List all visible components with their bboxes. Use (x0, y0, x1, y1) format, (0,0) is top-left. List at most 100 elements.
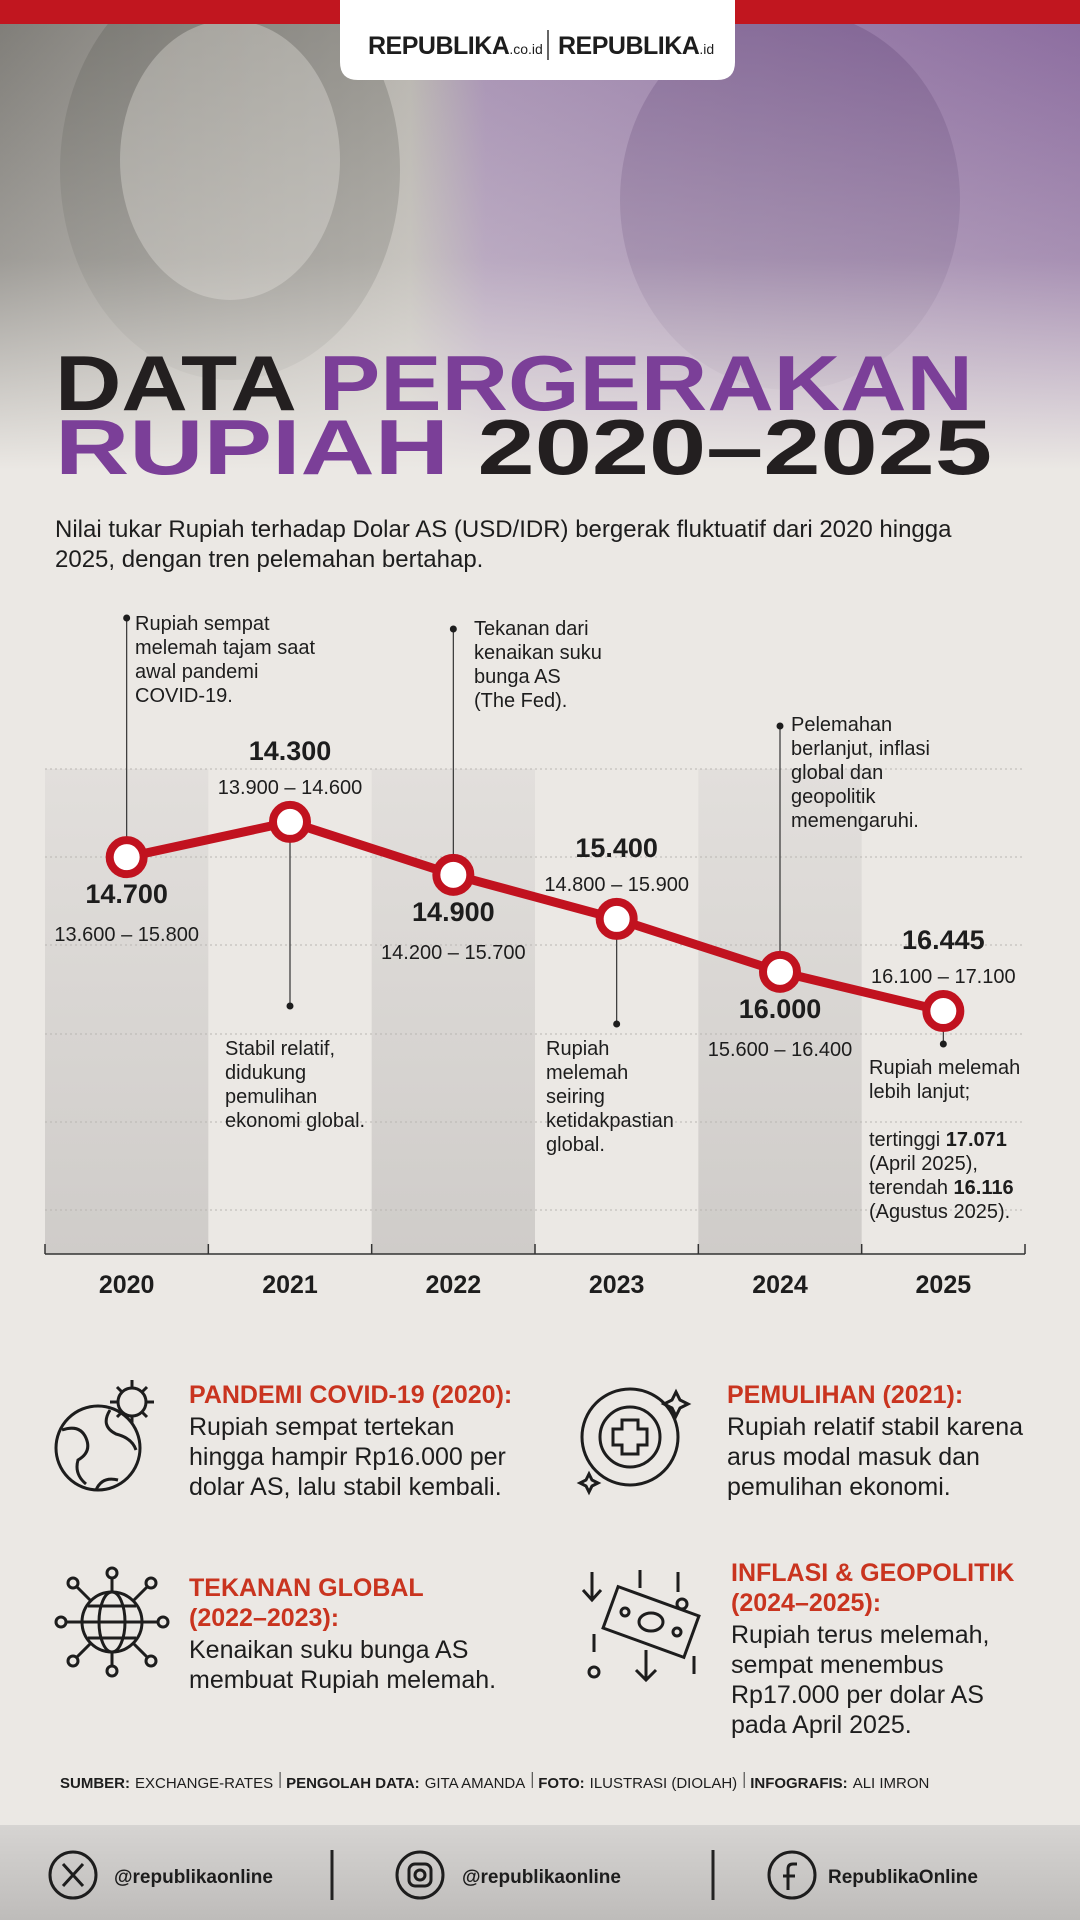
money-down-icon (581, 1570, 701, 1683)
footer-handle: @republikaonline (114, 1867, 273, 1888)
annotation: didukung (225, 1062, 306, 1084)
title-part: DATA (55, 339, 319, 427)
global-network-icon (54, 1566, 170, 1678)
source-label: FOTO: (538, 1775, 584, 1792)
annotation: memengaruhi. (791, 810, 919, 832)
range-label: 14.200 – 15.700 (381, 942, 526, 964)
highlight-text: pemulihan ekonomi. (727, 1473, 951, 1501)
note-part: (Agustus 2025). (869, 1201, 1010, 1223)
subtitle: Nilai tukar Rupiah terhadap Dolar AS (US… (55, 516, 952, 543)
annotation-note: (Agustus 2025). (869, 1201, 1010, 1223)
range-label: 16.100 – 17.100 (871, 966, 1016, 988)
facebook-icon (767, 1850, 817, 1900)
title-part: 2020–2025 (478, 403, 992, 491)
value-label: 16.000 (739, 994, 822, 1024)
highlight-text: arus modal masuk dan (727, 1443, 980, 1471)
highlight-title: PANDEMI COVID-19 (2020): (189, 1381, 512, 1409)
highlight-text: Rupiah terus melemah, (731, 1621, 989, 1649)
annotation: geopolitik (791, 786, 877, 808)
note-part: 16.116 (954, 1177, 1014, 1199)
value-label: 14.900 (412, 897, 495, 927)
annotation: kenaikan suku (474, 642, 602, 664)
point (105, 836, 148, 879)
x-tick-label: 2022 (426, 1271, 482, 1299)
highlight-text: Rupiah sempat tertekan (189, 1413, 454, 1441)
highlight-title: TEKANAN GLOBAL (189, 1574, 424, 1602)
title-part: PERGERAKAN (319, 339, 973, 427)
range-label: 15.600 – 16.400 (708, 1039, 853, 1061)
logo-name: REPUBLIKA (368, 32, 510, 60)
annotation: pemulihan (225, 1086, 317, 1108)
highlight-text: Kenaikan suku bunga AS (189, 1636, 468, 1664)
value-label: 14.700 (85, 879, 168, 909)
annotation: Tekanan dari (474, 618, 589, 640)
annotation: bunga AS (474, 666, 561, 688)
highlight-text: Rupiah relatif stabil karena (727, 1413, 1023, 1441)
logo: REPUBLIKA.id (558, 32, 714, 60)
highlight-text: membuat Rupiah melemah. (189, 1666, 496, 1694)
point (922, 990, 965, 1033)
value-label: 15.400 (575, 833, 658, 863)
highlight-title: (2022–2023): (189, 1604, 339, 1632)
x-tick-label: 2020 (99, 1271, 155, 1299)
annotation-dot (613, 1020, 621, 1028)
note-part: terendah (869, 1177, 954, 1199)
logo-tab (340, 0, 735, 80)
highlight-text: pada April 2025. (731, 1711, 912, 1739)
source-value: GITA AMANDA (425, 1775, 526, 1792)
note-part: 17.071 (946, 1129, 1007, 1151)
source-value: ALI IMRON (853, 1775, 930, 1792)
title-line: DATA PERGERAKAN (55, 339, 973, 427)
annotation-dot (286, 1002, 294, 1010)
footer-handle: RepublikaOnline (828, 1867, 978, 1888)
recovery-icon (576, 1387, 692, 1496)
icons (48, 1380, 817, 1900)
instagram-icon (395, 1850, 445, 1900)
point (759, 950, 801, 993)
x-tick-label: 2025 (916, 1271, 972, 1299)
highlight-title: PEMULIHAN (2021): (727, 1381, 963, 1409)
logo-domain: .id (699, 41, 714, 57)
annotation: global dan (791, 762, 883, 784)
logo-domain: .co.id (509, 41, 542, 57)
point (432, 853, 475, 896)
annotation: ketidakpastian (546, 1110, 674, 1132)
annotation: Rupiah melemah (869, 1057, 1020, 1079)
footer-bar (0, 1825, 1080, 1920)
note-part: tertinggi (869, 1129, 946, 1151)
source-value: EXCHANGE-RATES (135, 1775, 273, 1792)
annotation: seiring (546, 1086, 605, 1108)
range-label: 13.900 – 14.600 (218, 777, 363, 799)
source-label: INFOGRAFIS: (750, 1775, 848, 1792)
value-label: 14.300 (249, 736, 332, 766)
annotation-note: (April 2025), (869, 1153, 978, 1175)
logo: REPUBLIKA.co.id (368, 32, 543, 60)
value-label: 16.445 (902, 925, 985, 955)
range-label: 14.800 – 15.900 (544, 874, 689, 896)
x-tick-label: 2021 (262, 1271, 318, 1299)
annotation: COVID-19. (135, 685, 233, 707)
annotation: lebih lanjut; (869, 1081, 970, 1103)
annotation: (The Fed). (474, 690, 567, 712)
annotation: berlanjut, inflasi (791, 738, 930, 760)
point (595, 897, 638, 940)
annotation: awal pandemi (135, 661, 258, 683)
annotation-note: terendah 16.116 (869, 1177, 1014, 1199)
highlight-text: hingga hampir Rp16.000 per (189, 1443, 506, 1471)
highlight-title: INFLASI & GEOPOLITIK (731, 1559, 1014, 1587)
annotation: Stabil relatif, (225, 1038, 335, 1060)
line (125, 817, 945, 1016)
annotation: Rupiah sempat (135, 613, 270, 635)
footer-handle: @republikaonline (462, 1867, 621, 1888)
point (269, 800, 311, 843)
annotation-dot (776, 722, 784, 730)
annotation: global. (546, 1134, 605, 1156)
annotation: melemah (546, 1062, 628, 1084)
note-part: (April 2025), (869, 1153, 978, 1175)
source-label: SUMBER: (60, 1775, 130, 1792)
title-line: RUPIAH 2020–2025 (55, 403, 992, 491)
source-label: PENGOLAH DATA: (286, 1775, 420, 1792)
title-part: RUPIAH (55, 403, 478, 491)
